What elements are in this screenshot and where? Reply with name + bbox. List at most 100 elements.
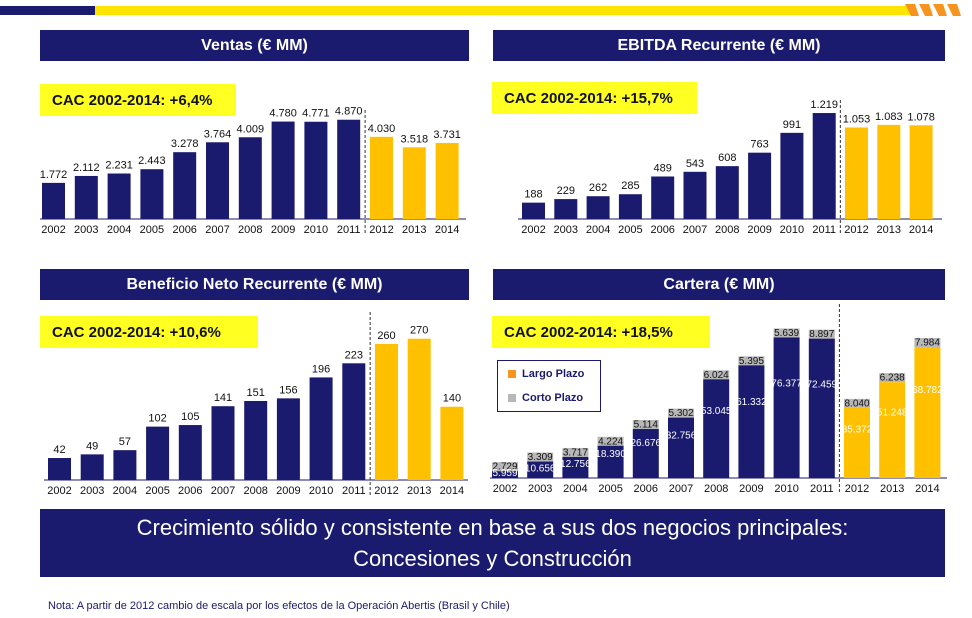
beneficio-bar (407, 338, 431, 480)
top-accent-bar-yellow (95, 6, 915, 15)
ventas-bar (304, 121, 328, 219)
ventas-data-label: 4.780 (269, 108, 297, 120)
ebitda-bar (522, 202, 545, 219)
beneficio-data-label: 141 (214, 392, 232, 404)
ventas-data-label: 4.870 (335, 106, 363, 118)
beneficio-bar (276, 398, 300, 480)
ebitda-cac-badge: CAC 2002-2014: +15,7% (492, 82, 697, 114)
ebitda-bar (554, 199, 578, 219)
cartera-tick-label: 2012 (845, 483, 869, 495)
ebitda-bar (683, 171, 707, 219)
cartera-data-label-corto-plazo: 7.984 (915, 338, 940, 349)
ebitda-bar (845, 127, 868, 219)
ventas-tick-label: 2002 (41, 224, 65, 236)
ebitda-bar (618, 194, 642, 219)
cartera-bar-corto-plazo (914, 338, 941, 348)
beneficio-bar (309, 377, 333, 480)
ebitda-tick-label: 2014 (909, 224, 933, 236)
cartera-data-label-largo-plazo: 68.782 (912, 385, 943, 396)
cartera-data-label-corto-plazo: 6.238 (880, 373, 905, 384)
beneficio-tick-label: 2005 (145, 485, 169, 497)
cartera-bar-largo-plazo (844, 407, 870, 478)
ebitda-tick-label: 2005 (618, 224, 642, 236)
cartera-bar-largo-plazo (773, 337, 800, 478)
cartera-data-label-largo-plazo: 32.756 (666, 431, 697, 442)
cartera-cac-badge: CAC 2002-2014: +18,5% (492, 316, 710, 348)
ventas-tick-label: 2012 (369, 224, 393, 236)
ebitda-data-label: 489 (654, 162, 672, 174)
ventas-tick-label: 2009 (271, 224, 295, 236)
cartera-data-label-largo-plazo: 72.459 (807, 379, 838, 390)
beneficio-bar (80, 454, 104, 480)
cartera-data-label-corto-plazo: 8.897 (809, 329, 834, 340)
largo-plazo-swatch (508, 370, 516, 378)
ventas-bar (140, 169, 164, 219)
cartera-tick-label: 2006 (634, 483, 658, 495)
ebitda-tick-label: 2012 (844, 224, 868, 236)
ebitda-bar (780, 132, 804, 219)
beneficio-tick-label: 2012 (374, 485, 398, 497)
beneficio-bar (211, 406, 235, 480)
ventas-bar (238, 137, 262, 219)
ebitda-data-label: 1.219 (810, 99, 838, 111)
top-accent-bar-blue (0, 6, 95, 15)
cartera-bar-corto-plazo (527, 452, 554, 462)
legend-label-largo-plazo: Largo Plazo (522, 368, 585, 380)
company-logo-mark (905, 4, 961, 16)
beneficio-data-label: 196 (312, 363, 330, 375)
cartera-bar-corto-plazo (703, 370, 730, 380)
beneficio-tick-label: 2013 (407, 485, 431, 497)
cartera-data-label-largo-plazo: 5.959 (492, 468, 517, 479)
cartera-data-label-largo-plazo: 76.377 (771, 379, 802, 390)
ventas-cac-badge: CAC 2002-2014: +6,4% (40, 84, 236, 116)
cartera-data-label-corto-plazo: 6.024 (704, 370, 729, 381)
ventas-bar (42, 182, 65, 219)
ventas-tick-label: 2013 (402, 224, 426, 236)
cartera-data-label-corto-plazo: 2.729 (492, 462, 517, 473)
cartera-tick-label: 2013 (880, 483, 904, 495)
beneficio-bar (244, 400, 268, 480)
ventas-bar (206, 142, 229, 219)
cartera-bar-largo-plazo (738, 365, 765, 478)
beneficio-bar (146, 426, 170, 480)
summary-banner: Crecimiento sólido y consistente en base… (40, 509, 945, 577)
ventas-tick-label: 2010 (304, 224, 328, 236)
ebitda-bar (909, 125, 933, 219)
beneficio-bar (375, 343, 398, 480)
cartera-tick-label: 2009 (739, 483, 763, 495)
beneficio-data-label: 223 (345, 349, 363, 361)
cartera-data-label-largo-plazo: 12.756 (560, 459, 591, 470)
cartera-data-label-corto-plazo: 5.114 (634, 420, 659, 431)
beneficio-data-label: 156 (279, 384, 297, 396)
ventas-title: Ventas (€ MM) (40, 30, 469, 61)
ebitda-bar (877, 124, 901, 219)
beneficio-bar (48, 458, 71, 480)
ebitda-data-label: 188 (524, 189, 542, 201)
beneficio-title: Beneficio Neto Recurrente (€ MM) (40, 269, 469, 300)
beneficio-cac-badge: CAC 2002-2014: +10,6% (40, 316, 258, 348)
cartera-bar-corto-plazo (492, 462, 518, 472)
ebitda-tick-label: 2002 (521, 224, 545, 236)
cartera-bar-corto-plazo (562, 447, 589, 457)
cartera-data-label-largo-plazo: 18.390 (595, 449, 626, 460)
cartera-data-label-largo-plazo: 35.372 (842, 424, 873, 435)
beneficio-tick-label: 2003 (80, 485, 104, 497)
ebitda-bar (748, 152, 772, 219)
ventas-bar (173, 152, 197, 219)
beneficio-data-label: 105 (181, 411, 199, 423)
beneficio-tick-label: 2002 (47, 485, 71, 497)
ebitda-data-label: 1.053 (843, 113, 871, 125)
cartera-tick-label: 2003 (528, 483, 552, 495)
cartera-bar-largo-plazo (562, 456, 589, 478)
cartera-bar-corto-plazo (879, 373, 906, 383)
ventas-data-label: 4.771 (302, 108, 330, 120)
cartera-bar-largo-plazo (632, 429, 659, 478)
ebitda-bar (586, 196, 610, 219)
ventas-tick-label: 2003 (74, 224, 98, 236)
cartera-bar-corto-plazo (773, 328, 800, 338)
legend-item-largo-plazo: Largo Plazo (508, 368, 584, 380)
cartera-data-label-corto-plazo: 3.309 (528, 452, 553, 463)
beneficio-tick-label: 2009 (276, 485, 300, 497)
ebitda-data-label: 285 (621, 180, 639, 192)
cartera-tick-label: 2008 (704, 483, 728, 495)
